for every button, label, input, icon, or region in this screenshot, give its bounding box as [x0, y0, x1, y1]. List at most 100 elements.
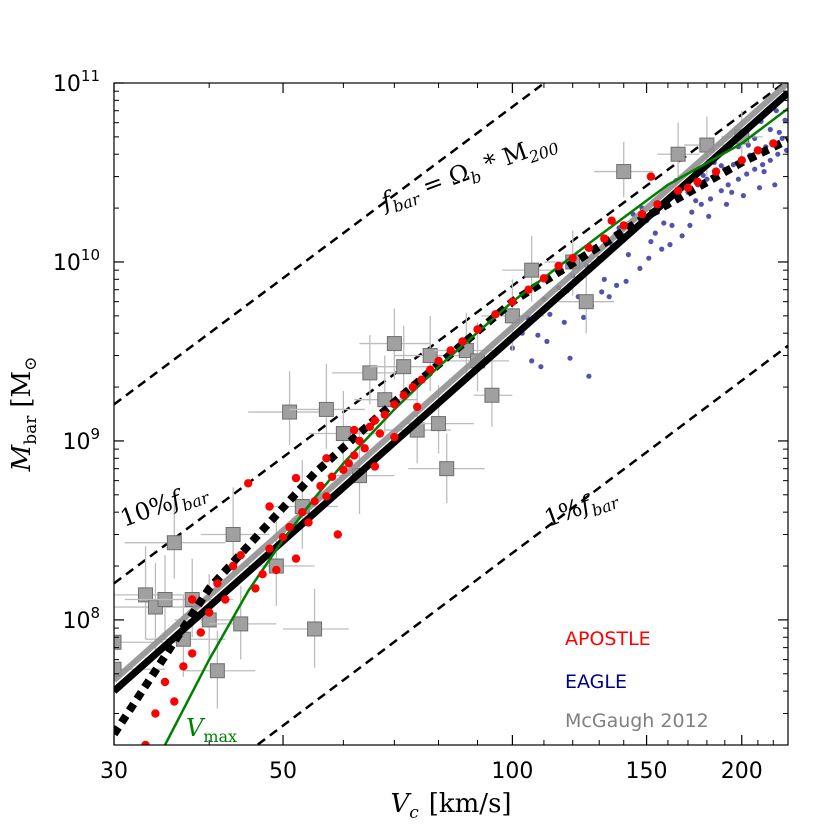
eagle-point	[706, 213, 712, 219]
eagle-point	[586, 373, 592, 379]
mcgaugh-point	[233, 616, 249, 632]
eagle-point	[689, 209, 695, 215]
eagle-point	[735, 176, 742, 182]
mcgaugh-point	[362, 365, 378, 381]
apostle-point	[426, 365, 435, 374]
mcgaugh-point	[524, 262, 540, 278]
eagle-point	[679, 233, 685, 239]
eagle-point	[704, 176, 710, 182]
eagle-point	[767, 157, 773, 163]
eagle-point	[761, 169, 767, 175]
apostle-point	[554, 261, 563, 271]
apostle-point	[344, 459, 353, 468]
mcgaugh-point	[484, 387, 500, 403]
apostle-point	[188, 649, 197, 658]
apostle-point	[141, 740, 150, 745]
apostle-point	[524, 285, 533, 294]
eagle-point	[693, 198, 699, 204]
apostle-point	[272, 565, 281, 575]
apostle-point	[244, 479, 253, 488]
apostle-point	[619, 221, 628, 230]
y-tick-label: 108	[62, 604, 100, 634]
apostle-point	[491, 310, 500, 319]
apostle-point	[310, 497, 319, 506]
eagle-point	[740, 193, 747, 199]
apostle-point	[316, 481, 325, 491]
apostle-point	[221, 595, 230, 604]
eagle-point	[652, 230, 658, 236]
mcgaugh-point	[209, 663, 225, 679]
legend: APOSTLE EAGLE McGaugh 2012	[565, 628, 709, 732]
apostle-point	[350, 451, 359, 460]
apostle-point	[170, 697, 179, 706]
eagle-point	[744, 171, 750, 177]
apostle-point	[265, 544, 274, 553]
eagle-point	[687, 222, 693, 228]
apostle-point	[584, 243, 594, 252]
eagle-point	[725, 182, 731, 188]
y-axis-label: Mbar[M⊙	[7, 357, 41, 473]
apostle-point	[322, 492, 331, 501]
apostle-point	[473, 325, 482, 334]
reference-lines	[114, 83, 788, 745]
apostle-point	[737, 156, 746, 165]
y-tick-labels: 108 109 1010 1011	[53, 67, 100, 634]
apostle-point	[370, 416, 380, 425]
apostle-point	[399, 391, 408, 400]
mcgaugh-point	[504, 308, 520, 324]
apostle-point	[339, 465, 348, 474]
mcgaugh-point	[422, 348, 438, 364]
mcgaugh-point	[396, 359, 412, 375]
apostle-point	[568, 254, 577, 263]
apostle-point	[380, 410, 389, 419]
apostle-point	[683, 183, 693, 192]
x-axis-label: Vc [km/s]	[390, 789, 511, 823]
apostle-point	[365, 422, 374, 431]
mcgaugh-point	[578, 294, 594, 310]
mcgaugh-point	[114, 634, 122, 650]
apostle-point	[375, 429, 385, 438]
apostle-point	[228, 561, 238, 571]
eagle-point	[561, 319, 567, 325]
eagle-point	[760, 162, 766, 168]
one-percent-annotation: 1%fbar	[540, 480, 622, 536]
vmax-line	[163, 107, 788, 745]
legend-apostle: APOSTLE	[565, 628, 651, 650]
apostle-point	[693, 177, 702, 187]
mcgaugh-point	[670, 146, 686, 162]
apostle-point	[360, 444, 369, 453]
x-tick-label: 30	[100, 759, 128, 784]
mcgaugh-point	[335, 426, 351, 442]
apostle-fit-line	[114, 136, 788, 737]
apostle-point	[646, 172, 656, 181]
apostle-point	[607, 216, 616, 225]
apostle-point	[753, 146, 763, 155]
apostle-point	[333, 530, 342, 539]
mcgaugh-point	[616, 164, 632, 180]
fbar-omega-line	[114, 83, 547, 406]
apostle-point	[322, 454, 331, 463]
apostle-point	[673, 186, 683, 195]
eagle-point	[567, 355, 573, 361]
eagle-point	[599, 289, 605, 295]
apostle-point	[265, 502, 274, 511]
apostle-point	[291, 473, 301, 483]
eagle-point	[752, 166, 758, 172]
eagle-point	[606, 294, 612, 300]
apostle-point	[179, 662, 188, 671]
eagle-point	[776, 129, 782, 135]
eagle-point	[547, 311, 553, 317]
mcgaugh-point	[114, 661, 122, 677]
plot-frame	[113, 82, 789, 746]
y-tick-label: 109	[62, 425, 100, 455]
eagle-point	[535, 332, 541, 338]
apostle-point	[251, 584, 260, 593]
eagle-point	[773, 108, 779, 114]
mcgaugh-point	[386, 336, 402, 352]
eagle-point	[718, 188, 724, 194]
mcgaugh-point	[307, 621, 323, 637]
eagle-point	[661, 220, 667, 226]
mcgaugh-point	[318, 401, 334, 417]
apostle-point	[258, 570, 267, 579]
eagle-point	[601, 276, 607, 282]
